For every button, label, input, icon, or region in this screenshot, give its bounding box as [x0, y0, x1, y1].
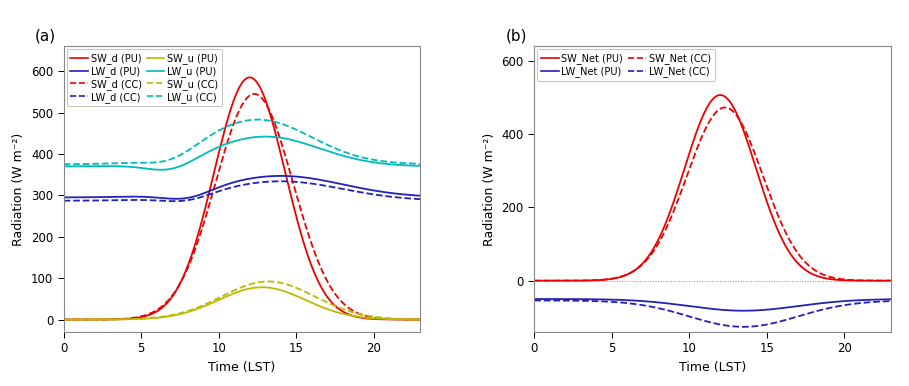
Text: (a): (a) — [35, 29, 56, 44]
Y-axis label: Radiation (W m⁻²): Radiation (W m⁻²) — [483, 132, 496, 246]
Legend: SW_d (PU), LW_d (PU), SW_d (CC), LW_d (CC), SW_u (PU), LW_u (PU), SW_u (CC), LW_: SW_d (PU), LW_d (PU), SW_d (CC), LW_d (C… — [66, 49, 222, 107]
X-axis label: Time (LST): Time (LST) — [679, 361, 746, 374]
X-axis label: Time (LST): Time (LST) — [208, 361, 275, 374]
Legend: SW_Net (PU), LW_Net (PU), SW_Net (CC), LW_Net (CC): SW_Net (PU), LW_Net (PU), SW_Net (CC), L… — [537, 49, 714, 81]
Y-axis label: Radiation (W m⁻²): Radiation (W m⁻²) — [13, 132, 25, 246]
Text: (b): (b) — [505, 29, 527, 44]
